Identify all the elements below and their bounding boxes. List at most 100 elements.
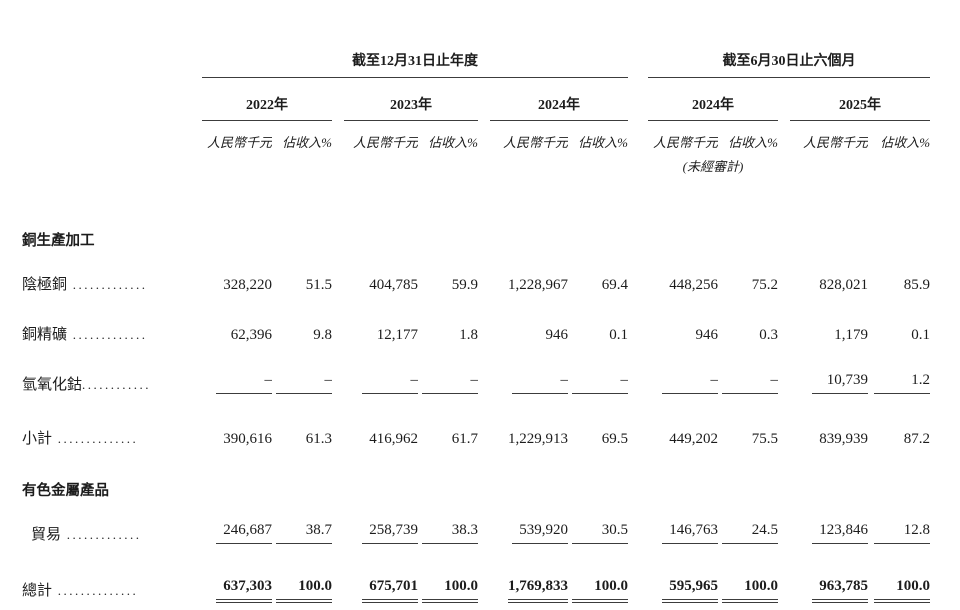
amount-cell: –	[648, 354, 718, 404]
section-header-row: 銅生產加工	[22, 220, 930, 254]
amount-cell: 390,616	[223, 431, 272, 447]
pct-cell: 75.2	[751, 277, 778, 293]
col-header-pct: 佔收入%	[728, 135, 778, 150]
amount-cell: 416,962	[369, 431, 418, 447]
pct-cell: 30.5	[568, 504, 628, 554]
row-label: 貿易 .............	[31, 527, 142, 543]
amount-cell: 1,179	[834, 327, 868, 343]
pct-cell: 12.8	[868, 504, 931, 554]
col-gap	[778, 354, 790, 404]
group-gap	[628, 38, 648, 78]
pct-cell: 1.2	[868, 354, 931, 404]
amount-cell: 328,220	[223, 277, 272, 293]
year-2024: 2024年	[490, 77, 628, 121]
pct-cell: –	[718, 354, 778, 404]
unaudited-note-row: (未經審計)	[22, 154, 930, 180]
dot-leader: ..............	[52, 431, 139, 446]
table-row-copper-concentrate: 銅精礦 ............. 62,396 9.8 12,177 1.8 …	[22, 304, 930, 354]
pct-cell: –	[568, 354, 628, 404]
row-label: 銅精礦 .............	[22, 327, 148, 343]
amount-cell: 675,701	[344, 554, 418, 610]
pct-cell: 61.3	[305, 431, 332, 447]
year-2025-interim: 2025年	[790, 77, 931, 121]
amount-cell: 637,303	[202, 554, 272, 610]
group-title-interim: 截至6月30日止六個月	[648, 38, 931, 78]
year-gap	[332, 78, 344, 121]
col-gap	[778, 404, 790, 458]
col-gap	[628, 254, 648, 304]
amount-cell: –	[490, 354, 568, 404]
group-title-annual: 截至12月31日止年度	[202, 38, 628, 78]
year-2022: 2022年	[202, 77, 332, 121]
row-label: 總計 ..............	[22, 583, 139, 599]
empty-cell	[22, 78, 202, 121]
col-header-amount: 人民幣千元	[652, 135, 718, 150]
pct-cell: 69.4	[601, 277, 628, 293]
row-label: 陰極銅 .............	[22, 277, 148, 293]
amount-cell: 1,228,967	[508, 277, 568, 293]
column-header-row: 人民幣千元 佔收入% 人民幣千元 佔收入% 人民幣千元 佔收入% 人民幣千元 佔…	[22, 121, 930, 155]
empty-cell	[22, 121, 202, 155]
pct-cell: 24.5	[718, 504, 778, 554]
pct-cell: 100.0	[272, 554, 332, 610]
amount-cell: 10,739	[790, 354, 868, 404]
col-header-pct: 佔收入%	[282, 135, 332, 150]
col-gap	[332, 304, 344, 354]
unaudited-note: (未經審計)	[682, 159, 744, 174]
table-row-subtotal: 小計 .............. 390,616 61.3 416,962 6…	[22, 404, 930, 458]
pct-cell: 100.0	[568, 554, 628, 610]
year-gap	[778, 78, 790, 121]
pct-cell: –	[272, 354, 332, 404]
col-gap	[332, 404, 344, 458]
col-header-amount: 人民幣千元	[352, 135, 418, 150]
col-gap	[778, 121, 790, 155]
dot-leader: ............	[82, 377, 152, 392]
empty-cell	[628, 154, 648, 180]
empty-cell	[778, 154, 790, 180]
col-gap	[628, 404, 648, 458]
amount-cell: 449,202	[669, 431, 718, 447]
section-title-nonferrous: 有色金屬產品	[22, 483, 109, 499]
col-gap	[628, 554, 648, 610]
year-gap	[628, 78, 648, 121]
pct-cell: 0.3	[759, 327, 778, 343]
col-gap	[478, 121, 490, 155]
empty-cell	[202, 154, 628, 180]
col-gap	[778, 304, 790, 354]
col-gap	[332, 254, 344, 304]
pct-cell: 1.8	[459, 327, 478, 343]
dot-leader: .............	[67, 327, 148, 342]
amount-cell: 404,785	[369, 277, 418, 293]
pct-cell: 100.0	[718, 554, 778, 610]
table-row-cathode-copper: 陰極銅 ............. 328,220 51.5 404,785 5…	[22, 254, 930, 304]
amount-cell: 946	[545, 327, 569, 343]
amount-cell: 62,396	[230, 327, 272, 343]
pct-cell: 59.9	[451, 277, 478, 293]
pct-cell: 85.9	[903, 277, 931, 293]
revenue-breakdown-table: 截至12月31日止年度 截至6月30日止六個月 2022年 2023年 2024…	[22, 38, 931, 610]
table-row-total: 總計 .............. 637,303 100.0 675,701 …	[22, 554, 931, 610]
amount-cell: 828,021	[819, 277, 868, 293]
amount-cell: 448,256	[669, 277, 718, 293]
col-header-pct: 佔收入%	[578, 135, 628, 150]
dot-leader: .............	[67, 277, 148, 292]
col-gap	[628, 304, 648, 354]
amount-cell: 539,920	[490, 504, 568, 554]
pct-cell: 9.8	[313, 327, 332, 343]
col-header-amount: 人民幣千元	[206, 135, 272, 150]
pct-cell: 51.5	[305, 277, 332, 293]
col-gap	[478, 354, 490, 404]
section-title-copper: 銅生產加工	[22, 233, 95, 249]
col-gap	[478, 404, 490, 458]
col-gap	[778, 504, 790, 554]
col-header-pct: 佔收入%	[428, 135, 478, 150]
amount-cell: 258,739	[344, 504, 418, 554]
spacer-row	[22, 180, 930, 220]
col-gap	[628, 121, 648, 155]
col-header-pct: 佔收入%	[880, 135, 931, 150]
col-gap	[628, 354, 648, 404]
col-gap	[332, 354, 344, 404]
amount-cell: 246,687	[202, 504, 272, 554]
amount-cell: 123,846	[790, 504, 868, 554]
pct-cell: 100.0	[418, 554, 478, 610]
